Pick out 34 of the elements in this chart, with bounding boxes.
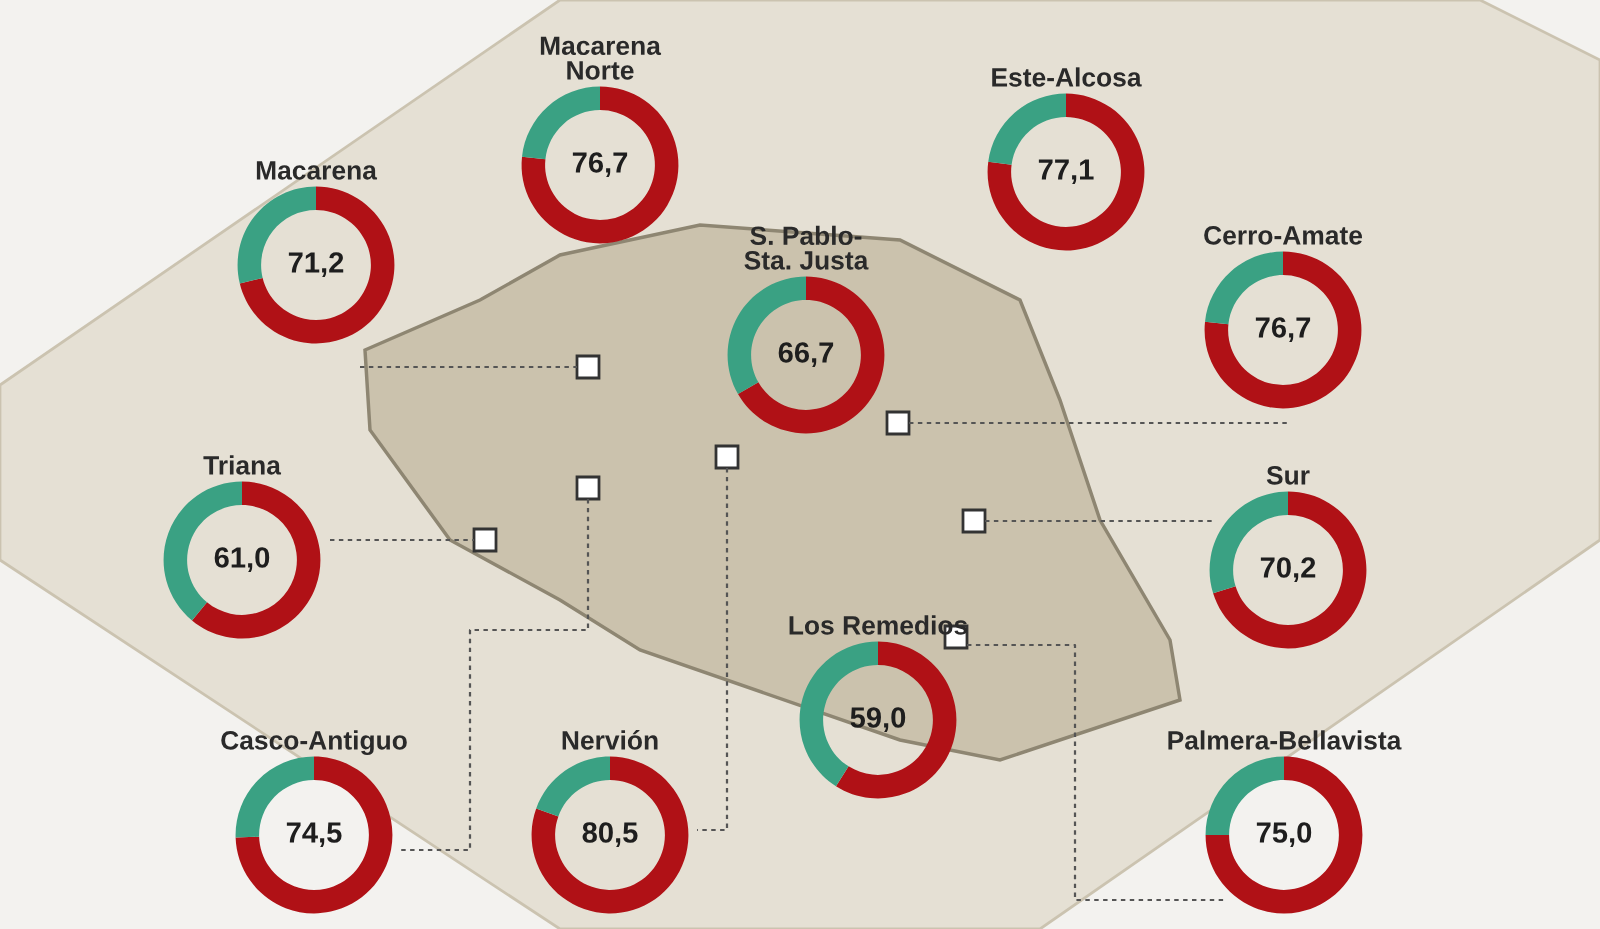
chart-title: Palmera-Bellavista xyxy=(1168,730,1402,750)
text: 61,0 xyxy=(214,547,270,573)
chart-title: Este-Alcosa xyxy=(992,67,1142,87)
donut-slice xyxy=(531,756,689,914)
chart-title: Sur xyxy=(1266,466,1310,485)
chart-title: Los Remedios xyxy=(789,615,968,635)
donut-slice xyxy=(737,276,885,434)
donut-slice xyxy=(835,641,957,799)
text: 76,7 xyxy=(572,152,628,178)
text: 74,5 xyxy=(286,822,342,848)
donut-slice xyxy=(192,481,321,639)
chart-title: Macarena xyxy=(256,161,378,180)
donut-slice xyxy=(1205,756,1363,914)
donut-slice xyxy=(1213,491,1367,649)
text: 77,1 xyxy=(1038,159,1094,185)
text: 59,0 xyxy=(850,707,906,733)
donut-slice xyxy=(987,93,1145,251)
donut-slice xyxy=(239,186,395,344)
chart-title: Cerro-Amate xyxy=(1204,226,1363,245)
chart-title: Nervión xyxy=(562,730,658,750)
text: 71,2 xyxy=(288,252,344,278)
chart-title: Casco-Antiguo xyxy=(221,730,407,756)
donut-slice xyxy=(235,756,393,914)
chart-title: Macarena Norte xyxy=(540,36,662,80)
donut-slice xyxy=(1204,251,1362,409)
text: 70,2 xyxy=(1260,557,1316,583)
chart-title: S. Pablo- Sta. Justa xyxy=(744,225,869,270)
text: 76,7 xyxy=(1255,317,1311,343)
donut-slice xyxy=(536,756,610,817)
text: 80,5 xyxy=(582,822,638,848)
text: 66,7 xyxy=(778,342,834,368)
text: 75,0 xyxy=(1256,822,1312,848)
chart-title: Triana xyxy=(203,455,282,475)
donut-slice xyxy=(521,86,679,244)
